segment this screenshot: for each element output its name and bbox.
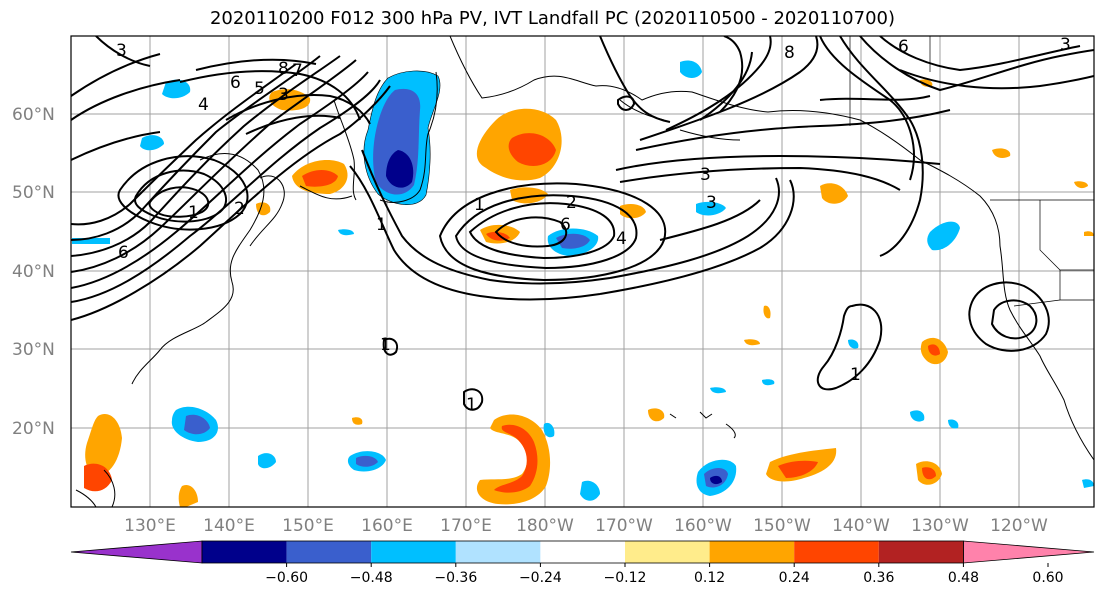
- contour-label: 1: [474, 195, 485, 215]
- contour-labels: 3 4 6 5 8 7 3 2 1 6 1 2 6 4 3 3 8 1 1 1 …: [116, 35, 1071, 415]
- contour-label: 3: [1060, 35, 1071, 55]
- map-title: 2020110200 F012 300 hPa PV, IVT Landfall…: [209, 8, 896, 29]
- colorbar-tick-label: 0.24: [779, 570, 810, 586]
- contour-label: 8: [278, 59, 289, 79]
- contour-label: 1: [380, 335, 391, 355]
- lat-label: 60°N: [12, 105, 55, 125]
- lon-label: 170°E: [440, 516, 492, 536]
- colorbar-box: [878, 541, 964, 563]
- lon-label: 150°W: [753, 516, 811, 536]
- contour-label: 6: [230, 73, 241, 93]
- pv-shading: [72, 60, 1094, 507]
- colorbar-box: [709, 541, 795, 563]
- colorbar-box: [625, 541, 710, 563]
- contour-label: 1: [850, 365, 861, 385]
- contour-label: 1: [466, 395, 477, 415]
- ivt-contours: [71, 36, 1094, 411]
- contour-label: 3: [278, 85, 289, 105]
- contour-label: 3: [116, 41, 127, 61]
- contour-label: 6: [898, 37, 909, 57]
- lon-label: 170°W: [595, 516, 653, 536]
- contour-label: 3: [706, 193, 717, 213]
- colorbar-tick-label: −0.24: [519, 570, 562, 586]
- latitude-labels: 60°N 50°N 40°N 30°N 20°N: [12, 105, 55, 439]
- lat-label: 40°N: [12, 262, 55, 282]
- contour-label: 1: [376, 215, 387, 235]
- contour-label: 1: [188, 203, 199, 223]
- contour-label: 4: [616, 229, 627, 249]
- lon-label: 160°W: [674, 516, 732, 536]
- lon-label: 180°W: [516, 516, 574, 536]
- colorbar-tick-label: −0.60: [265, 570, 308, 586]
- lon-label: 130°W: [911, 516, 969, 536]
- colorbar-tick-label: −0.48: [350, 570, 393, 586]
- contour-label: 8: [784, 43, 795, 63]
- colorbar-tick-label: 0.60: [1032, 570, 1063, 586]
- colorbar-tick-label: −0.36: [434, 570, 477, 586]
- colorbar-extend-max: [963, 540, 1095, 564]
- colorbar-extend-min: [70, 540, 203, 564]
- contour-label: 2: [234, 199, 245, 219]
- lat-label: 50°N: [12, 183, 55, 203]
- colorbar-frame: [201, 540, 964, 564]
- contour-label: 3: [700, 165, 711, 185]
- colorbar-tick-label: 0.36: [863, 570, 894, 586]
- longitude-labels: 130°E 140°E 150°E 160°E 170°E 180°W 170°…: [124, 516, 1048, 536]
- contour-label: 2: [566, 193, 577, 213]
- colorbar-tick-label: 0.12: [694, 570, 725, 586]
- contour-label: 4: [198, 95, 209, 115]
- colorbar-box: [202, 541, 287, 563]
- colorbar-box: [540, 541, 625, 563]
- lon-label: 150°E: [282, 516, 334, 536]
- lon-label: 120°W: [990, 516, 1048, 536]
- contour-label: 6: [118, 243, 129, 263]
- lat-label: 20°N: [12, 419, 55, 439]
- contour-label: 6: [560, 215, 571, 235]
- lon-label: 140°W: [832, 516, 890, 536]
- contour-label: 7: [292, 61, 303, 81]
- colorbar-box: [794, 541, 879, 563]
- lon-label: 130°E: [124, 516, 176, 536]
- colorbar-tick-label: −0.12: [604, 570, 647, 586]
- contour-label: 5: [254, 79, 265, 99]
- colorbar: −0.60 −0.48 −0.36 −0.24 −0.12 0.12 0.24 0.36 0.4…: [70, 540, 1095, 586]
- lon-label: 160°E: [361, 516, 413, 536]
- lon-label: 140°E: [203, 516, 255, 536]
- lat-label: 30°N: [12, 340, 55, 360]
- colorbar-box: [286, 541, 372, 563]
- colorbar-tick-label: 0.48: [948, 570, 979, 586]
- colorbar-box: [371, 541, 456, 563]
- map-frame: [70, 35, 1095, 508]
- colorbar-box: [455, 541, 541, 563]
